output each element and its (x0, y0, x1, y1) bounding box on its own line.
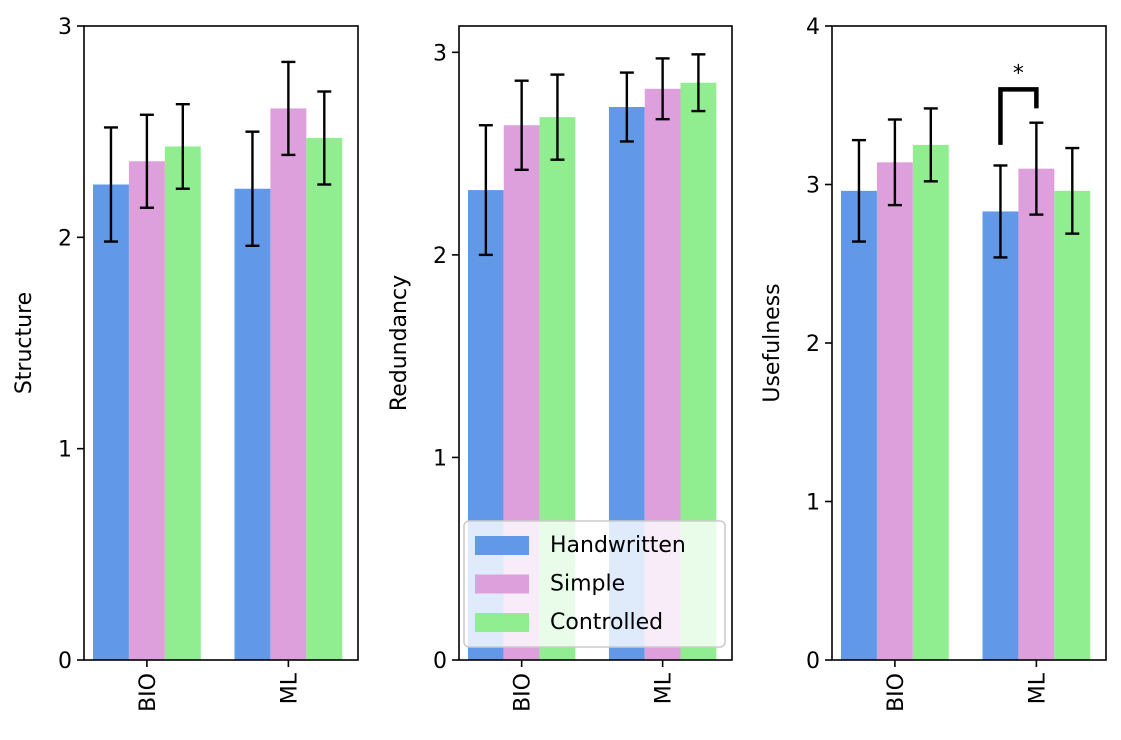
y-tick-label: 1 (433, 446, 447, 471)
x-tick-label-ml: ML (652, 672, 677, 704)
x-tick-label-bio: BIO (136, 673, 161, 712)
chart-panel-3: * 0 1 2 3 4 BIO ML Usefulness (760, 15, 1107, 712)
error-bar-controlled-ml (317, 90, 332, 186)
error-bar-simple-bio (139, 113, 154, 209)
y-tick-label: 0 (433, 649, 447, 674)
x-tick-label-ml: ML (1025, 672, 1050, 704)
error-bar-handwritten-bio (103, 126, 118, 243)
y-tick-label: 2 (806, 332, 820, 357)
legend-entry-controlled: Controlled (475, 610, 663, 635)
y-tick-label: 1 (58, 438, 72, 463)
bar-handwritten-ml (982, 211, 1019, 660)
error-bar-simple-ml (655, 57, 670, 121)
error-bar-controlled-ml (1065, 146, 1080, 235)
y-tick-label: 2 (433, 244, 447, 269)
bar-controlled-bio (164, 146, 201, 660)
bar-simple-ml (270, 108, 307, 661)
x-tick-label-bio: BIO (884, 673, 909, 712)
y-tick-label: 3 (806, 174, 820, 199)
error-bar-handwritten-ml (619, 71, 634, 143)
legend-label: Handwritten (550, 533, 686, 558)
x-tick-label-ml: ML (277, 672, 302, 704)
bar-controlled-bio (912, 144, 949, 660)
bar-controlled-ml (306, 138, 343, 661)
error-bar-handwritten-bio (478, 124, 493, 257)
error-bar-simple-ml (1029, 121, 1044, 216)
legend-entry-simple: Simple (475, 572, 625, 597)
significance-label: * (1013, 61, 1024, 86)
significance-annotation-1: * (998, 61, 1039, 145)
error-bar-controlled-bio (175, 102, 190, 190)
y-tick-label: 3 (433, 41, 447, 66)
error-bar-controlled-ml (691, 53, 706, 113)
bar-handwritten-ml (234, 188, 271, 660)
error-bar-simple-ml (281, 60, 296, 157)
legend-box (463, 520, 726, 648)
error-bar-controlled-bio (923, 107, 938, 183)
bar-handwritten-bio (93, 184, 129, 660)
error-bar-handwritten-bio (851, 138, 866, 243)
bar-simple-bio (876, 162, 913, 660)
significance-bracket (998, 87, 1039, 145)
chart-panel-1: 0 1 2 3 BIO ML Structure (12, 15, 359, 712)
y-axis-label: Redundancy (387, 275, 412, 411)
legend: Handwritten Simple Controlled (463, 520, 726, 648)
legend-label: Controlled (550, 610, 663, 635)
bar-handwritten-bio (841, 190, 877, 660)
axes-frame (83, 25, 359, 661)
bar-simple-bio (128, 161, 165, 660)
y-tick-label: 1 (806, 491, 820, 516)
y-axis-label: Usefulness (760, 283, 785, 402)
error-bar-handwritten-ml (245, 130, 260, 247)
legend-swatch (475, 613, 529, 632)
error-bar-simple-bio (887, 118, 902, 207)
y-axis-label: Structure (12, 292, 37, 394)
legend-entry-handwritten: Handwritten (475, 533, 686, 558)
bar-controlled-ml (1054, 190, 1091, 660)
legend-swatch (475, 536, 529, 555)
y-tick-label: 0 (58, 649, 72, 674)
legend-swatch (475, 574, 529, 594)
bar-simple-ml (1018, 168, 1055, 660)
y-tick-label: 4 (806, 15, 820, 40)
axes-frame (458, 25, 733, 661)
x-tick-label-bio: BIO (511, 673, 536, 712)
error-bar-controlled-bio (550, 73, 565, 161)
error-bar-handwritten-ml (993, 164, 1008, 259)
y-tick-label: 3 (58, 15, 72, 40)
legend-label: Simple (550, 572, 625, 597)
y-tick-label: 0 (806, 649, 820, 674)
error-bar-simple-bio (514, 79, 529, 172)
y-tick-label: 2 (58, 226, 72, 251)
